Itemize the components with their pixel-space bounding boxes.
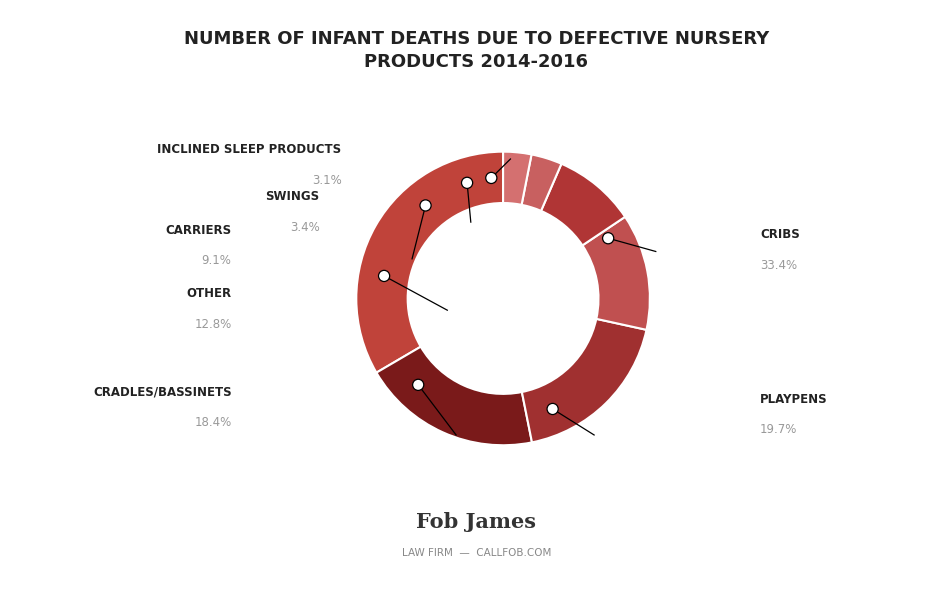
Text: NUMBER OF INFANT DEATHS DUE TO DEFECTIVE NURSERY
PRODUCTS 2014-2016: NUMBER OF INFANT DEATHS DUE TO DEFECTIVE… — [184, 30, 768, 71]
Wedge shape — [541, 164, 625, 245]
Wedge shape — [503, 152, 531, 205]
Text: Fob James: Fob James — [416, 512, 536, 532]
Circle shape — [546, 404, 558, 414]
Text: 33.4%: 33.4% — [759, 259, 796, 272]
Text: PLAYPENS: PLAYPENS — [759, 392, 826, 405]
Circle shape — [486, 173, 496, 183]
Text: INCLINED SLEEP PRODUCTS: INCLINED SLEEP PRODUCTS — [157, 143, 341, 156]
Circle shape — [602, 233, 613, 244]
Text: 9.1%: 9.1% — [202, 254, 231, 267]
Text: 18.4%: 18.4% — [194, 416, 231, 429]
Wedge shape — [522, 319, 645, 443]
Text: CARRIERS: CARRIERS — [166, 224, 231, 237]
Text: 12.8%: 12.8% — [194, 317, 231, 330]
Wedge shape — [356, 152, 503, 373]
Text: OTHER: OTHER — [187, 287, 231, 300]
Wedge shape — [521, 154, 561, 211]
Wedge shape — [376, 347, 531, 445]
Text: CRADLES/BASSINETS: CRADLES/BASSINETS — [92, 385, 231, 398]
Circle shape — [378, 270, 389, 281]
Text: 19.7%: 19.7% — [759, 423, 797, 436]
Text: LAW FIRM  —  CALLFOB.COM: LAW FIRM — CALLFOB.COM — [402, 548, 550, 558]
Text: 3.1%: 3.1% — [311, 174, 341, 187]
Text: 3.4%: 3.4% — [289, 220, 319, 233]
Circle shape — [420, 200, 430, 211]
Circle shape — [412, 379, 424, 391]
Text: SWINGS: SWINGS — [266, 190, 319, 203]
Circle shape — [461, 177, 472, 189]
Wedge shape — [582, 217, 649, 330]
Text: CRIBS: CRIBS — [759, 228, 799, 241]
